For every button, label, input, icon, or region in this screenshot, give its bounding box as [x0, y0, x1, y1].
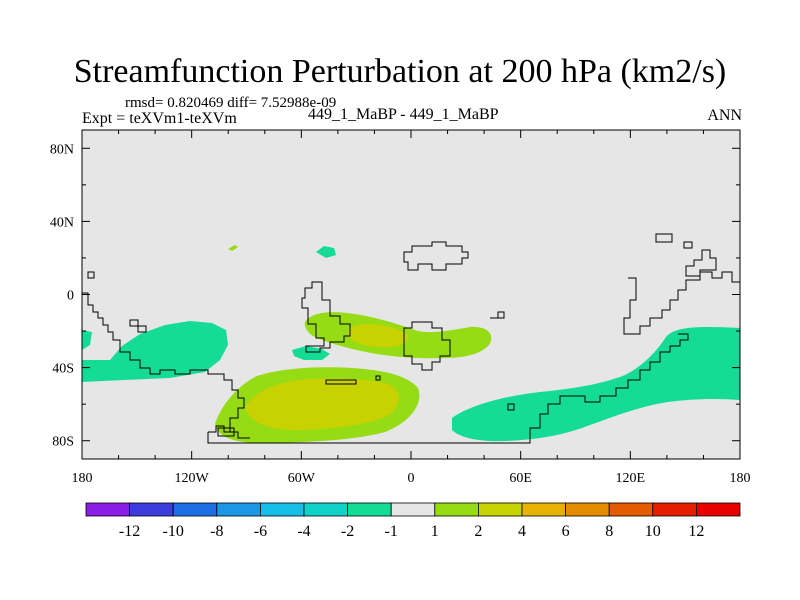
- lon-tick-label: 120E: [616, 471, 646, 486]
- plot-title: Streamfunction Perturbation at 200 hPa (…: [73, 53, 727, 90]
- contour-fill-negative-pacific: [82, 321, 228, 382]
- colorbar-label: -8: [210, 523, 223, 540]
- contour-fill-negative-pacific-west: [82, 330, 92, 350]
- lat-tick-label: 0: [67, 289, 74, 304]
- lon-tick-label: 0: [408, 471, 415, 486]
- colorbar-label: -12: [119, 523, 140, 540]
- colorbar-box: [608, 502, 654, 517]
- colorbar: -12 -10 -8 -6 -4 -2 -1 1 2 4 6 8 10 12: [85, 502, 741, 540]
- colorbar-label: 8: [605, 523, 613, 540]
- colorbar-box: [129, 502, 174, 517]
- colorbar-box: [347, 502, 392, 517]
- colorbar-box: [390, 502, 436, 517]
- colorbar-box: [521, 502, 566, 517]
- colorbar-label: 12: [688, 523, 704, 540]
- colorbar-box: [565, 502, 610, 517]
- rmsd-diff-text: rmsd= 0.820469 diff= 7.52988e-09: [125, 95, 337, 111]
- lat-tick-label: 40S: [52, 362, 74, 377]
- lat-tick-label: 80N: [50, 142, 74, 157]
- contour-fill-positive-small: [228, 245, 238, 251]
- colorbar-box: [477, 502, 523, 517]
- lat-tick-label: 40N: [50, 215, 74, 230]
- colorbar-label: 6: [562, 523, 570, 540]
- colorbar-label: 10: [645, 523, 661, 540]
- colorbar-box: [696, 502, 741, 517]
- contour-fill-negative-north-atlantic: [316, 246, 336, 258]
- coastlines: [82, 233, 740, 444]
- contour-fill-positive-core-tropical: [348, 324, 409, 348]
- season-label: ANN: [707, 107, 742, 124]
- contour-fill-positive-core-south: [245, 378, 399, 431]
- lon-tick-label: 180: [730, 471, 751, 486]
- experiment-label: Expt = teXVm1-teXVm: [82, 110, 237, 127]
- colorbar-label: -2: [341, 523, 354, 540]
- colorbar-label: 2: [474, 523, 482, 540]
- case-label: 449_1_MaBP - 449_1_MaBP: [308, 106, 499, 123]
- lat-tick-label: 80S: [52, 435, 74, 450]
- colorbar-label: 1: [431, 523, 439, 540]
- contour-fills: [82, 233, 740, 444]
- colorbar-box: [259, 502, 305, 517]
- axis-ticks: [81, 130, 741, 459]
- colorbar-label: -10: [163, 523, 184, 540]
- colorbar-box: [652, 502, 697, 517]
- colorbar-box: [216, 502, 261, 517]
- colorbar-label: -4: [297, 523, 310, 540]
- colorbar-box: [303, 502, 348, 517]
- colorbar-label: -6: [254, 523, 267, 540]
- colorbar-box: [172, 502, 218, 517]
- colorbar-box: [434, 502, 479, 517]
- lon-tick-label: 180: [72, 471, 93, 486]
- colorbar-box: [85, 502, 130, 517]
- contour-fill-negative-indo-pacific: [452, 326, 740, 442]
- lon-tick-label: 60W: [288, 471, 316, 486]
- colorbar-label: 4: [518, 523, 526, 540]
- axis-labels: 180 120W 60W 0 60E 120E 180 80N 40N 0 40S 80S: [50, 142, 751, 486]
- lon-tick-label: 120W: [175, 471, 210, 486]
- colorbar-label: -1: [385, 523, 398, 540]
- lon-tick-label: 60E: [509, 471, 532, 486]
